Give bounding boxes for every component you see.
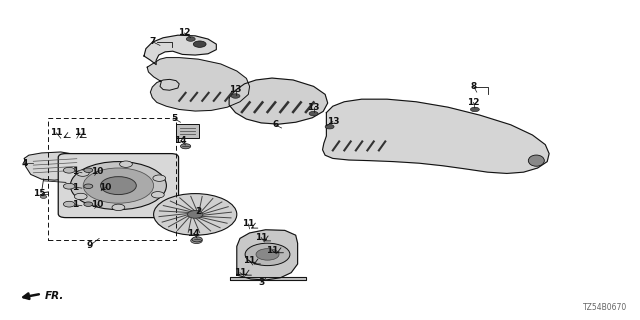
Text: 1: 1 <box>72 200 79 209</box>
Circle shape <box>188 211 203 218</box>
Circle shape <box>309 111 318 116</box>
Polygon shape <box>144 35 216 65</box>
Text: 11: 11 <box>243 256 256 265</box>
Circle shape <box>153 175 166 181</box>
Text: 11: 11 <box>74 128 86 137</box>
Text: 11: 11 <box>266 246 278 255</box>
Circle shape <box>470 107 479 112</box>
Circle shape <box>192 237 202 242</box>
Text: TZ54B0670: TZ54B0670 <box>583 303 627 312</box>
Circle shape <box>231 94 240 98</box>
Text: 10: 10 <box>91 167 104 176</box>
Polygon shape <box>24 152 88 180</box>
Circle shape <box>245 243 290 266</box>
Circle shape <box>84 184 93 188</box>
Circle shape <box>83 168 154 203</box>
Text: 4: 4 <box>21 159 28 168</box>
Text: 9: 9 <box>86 241 93 250</box>
Circle shape <box>120 161 132 167</box>
Text: 11: 11 <box>234 268 246 277</box>
Circle shape <box>63 201 75 207</box>
Text: 7: 7 <box>149 37 156 46</box>
Text: 15: 15 <box>33 189 46 198</box>
Text: 11: 11 <box>242 220 255 228</box>
Circle shape <box>152 192 164 198</box>
Text: 2: 2 <box>195 207 202 216</box>
Circle shape <box>193 41 206 47</box>
Polygon shape <box>323 99 549 173</box>
Text: 5: 5 <box>171 114 177 123</box>
Circle shape <box>76 170 89 176</box>
FancyBboxPatch shape <box>58 154 179 218</box>
Text: 13: 13 <box>326 117 339 126</box>
Text: 12: 12 <box>467 98 480 107</box>
Text: FR.: FR. <box>45 291 64 301</box>
Circle shape <box>256 249 279 260</box>
Polygon shape <box>237 230 298 280</box>
Circle shape <box>100 177 136 195</box>
Text: 13: 13 <box>229 85 242 94</box>
Circle shape <box>186 37 195 41</box>
Circle shape <box>84 202 93 206</box>
Polygon shape <box>230 277 306 280</box>
Text: 14: 14 <box>174 136 187 145</box>
Text: 12: 12 <box>178 28 191 37</box>
Circle shape <box>325 124 334 129</box>
FancyBboxPatch shape <box>176 124 199 138</box>
Text: 10: 10 <box>91 200 104 209</box>
Text: 1: 1 <box>72 183 79 192</box>
Circle shape <box>74 193 87 200</box>
Circle shape <box>63 167 75 173</box>
Text: 13: 13 <box>307 103 320 112</box>
Text: 11: 11 <box>255 233 268 242</box>
Text: 11: 11 <box>50 128 63 137</box>
Circle shape <box>63 183 75 189</box>
Circle shape <box>70 162 166 210</box>
Circle shape <box>154 194 237 235</box>
Circle shape <box>180 144 191 149</box>
Circle shape <box>84 168 93 172</box>
Text: 1: 1 <box>72 167 79 176</box>
Text: 10: 10 <box>99 183 112 192</box>
Polygon shape <box>74 163 108 167</box>
Text: 6: 6 <box>272 120 278 129</box>
Text: 8: 8 <box>470 82 477 91</box>
Polygon shape <box>147 58 250 111</box>
Polygon shape <box>229 78 328 124</box>
Bar <box>48 118 176 240</box>
Circle shape <box>112 204 125 211</box>
Text: 14: 14 <box>187 229 200 238</box>
Circle shape <box>40 195 47 198</box>
Text: 3: 3 <box>258 278 264 287</box>
Circle shape <box>191 238 202 244</box>
Ellipse shape <box>528 155 544 166</box>
